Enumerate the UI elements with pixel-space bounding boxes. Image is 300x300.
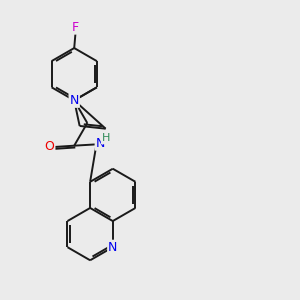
Text: N: N <box>70 94 79 107</box>
Text: N: N <box>96 137 105 150</box>
Text: F: F <box>72 21 79 34</box>
Text: O: O <box>45 140 55 153</box>
Text: H: H <box>102 134 110 143</box>
Text: N: N <box>108 241 118 254</box>
